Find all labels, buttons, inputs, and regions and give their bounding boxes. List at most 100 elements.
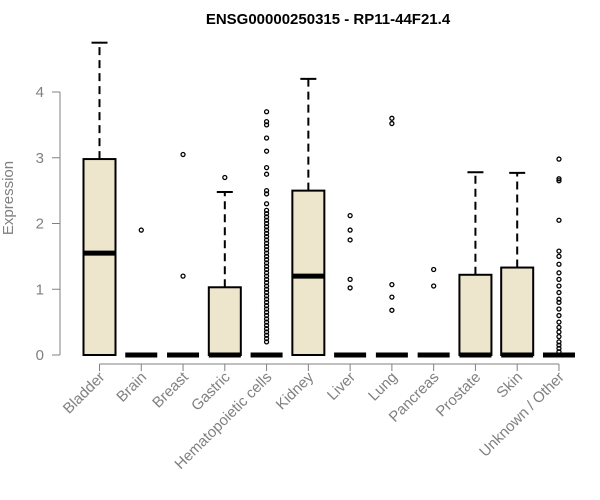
outlier-point — [263, 224, 270, 230]
y-tick-label: 0 — [36, 347, 44, 364]
outlier-point — [263, 312, 270, 319]
outlier-point — [556, 283, 562, 289]
outlier-point — [347, 276, 353, 283]
outlier-point — [263, 332, 270, 338]
x-tick-label: Liver — [324, 369, 359, 404]
outlier-point — [263, 339, 270, 345]
outlier-point — [556, 345, 562, 352]
outlier-point — [556, 178, 562, 184]
outlier-point — [263, 296, 270, 302]
outlier-point — [180, 151, 186, 158]
outlier-point — [431, 283, 437, 289]
outlier-point — [389, 120, 395, 127]
outlier-point — [556, 289, 562, 296]
x-tick-label: Breast — [149, 368, 192, 411]
outlier-point — [556, 217, 562, 223]
outlier-point — [431, 266, 437, 273]
outlier-point — [263, 329, 270, 335]
outlier-point — [556, 306, 562, 312]
outlier-point — [263, 309, 270, 315]
outlier-point — [556, 339, 562, 345]
outlier-point — [556, 296, 562, 302]
outlier-point — [263, 148, 270, 154]
y-tick-label: 3 — [36, 150, 44, 167]
outlier-point — [263, 135, 270, 141]
outlier-point — [556, 299, 562, 306]
outlier-point — [556, 333, 562, 340]
outlier-point — [263, 283, 270, 289]
outlier-point — [263, 201, 270, 207]
outlier-point — [556, 342, 562, 348]
x-tick-label: Brain — [113, 369, 150, 406]
outlier-point — [263, 263, 270, 269]
x-tick-label: Bladder — [60, 369, 109, 418]
outlier-point — [263, 299, 270, 306]
outlier-point — [263, 286, 270, 292]
outlier-point — [263, 109, 270, 115]
outlier-point — [556, 329, 562, 335]
outlier-point — [263, 326, 270, 332]
box-iqr — [207, 286, 242, 356]
outlier-point — [263, 164, 270, 171]
outlier-point — [263, 250, 270, 256]
outlier-point — [263, 227, 270, 233]
outlier-point — [263, 260, 270, 266]
box-iqr — [82, 158, 117, 356]
outlier-point — [347, 227, 353, 233]
outlier-point — [556, 253, 562, 260]
outlier-point — [263, 276, 270, 283]
outlier-point — [389, 281, 395, 288]
outlier-point — [263, 322, 270, 329]
outlier-point — [556, 319, 562, 325]
outlier-point — [263, 306, 270, 312]
outlier-point — [263, 270, 270, 276]
outlier-point — [347, 212, 353, 219]
outlier-point — [556, 248, 562, 254]
box-iqr — [500, 266, 535, 356]
box-iqr — [291, 189, 326, 356]
outlier-point — [263, 273, 270, 279]
outlier-point — [347, 285, 353, 291]
x-tick-label: Kidney — [273, 368, 318, 413]
outlier-point — [263, 240, 270, 246]
outlier-point — [263, 207, 270, 214]
box-group — [82, 41, 575, 358]
outlier-point — [263, 191, 270, 197]
chart-title: ENSG00000250315 - RP11-44F21.4 — [206, 11, 451, 28]
y-tick-label: 2 — [36, 216, 44, 233]
outlier-point — [556, 276, 562, 283]
outlier-point — [263, 220, 270, 227]
outlier-point — [263, 316, 270, 322]
x-tick-label: Lung — [365, 369, 401, 405]
outlier-point — [263, 243, 270, 250]
y-axis: 0 1 2 3 4 — [36, 84, 61, 364]
outlier-point — [556, 349, 562, 355]
outlier-point — [556, 324, 562, 331]
outlier-point — [263, 280, 270, 286]
outlier-point — [556, 270, 562, 276]
outlier-point — [138, 227, 144, 233]
y-tick-label: 4 — [36, 84, 44, 101]
y-tick-label: 1 — [36, 281, 44, 298]
outlier-point — [263, 217, 270, 223]
outlier-point — [263, 253, 270, 260]
outlier-point — [556, 176, 562, 182]
outlier-point — [556, 156, 562, 162]
x-tick-label: Prostate — [433, 369, 485, 421]
outlier-point — [263, 303, 270, 309]
outlier-point — [556, 312, 562, 319]
outlier-point — [347, 237, 353, 243]
outlier-point — [263, 266, 270, 273]
outlier-point — [263, 237, 270, 243]
outlier-point — [222, 174, 228, 181]
outlier-point — [263, 214, 270, 220]
outlier-point — [389, 115, 395, 121]
y-axis-label: Expression — [0, 161, 17, 235]
outlier-point — [263, 293, 270, 299]
outlier-point — [180, 273, 186, 279]
outlier-point — [263, 230, 270, 237]
outlier-point — [389, 307, 395, 313]
outlier-point — [389, 294, 395, 300]
box-iqr — [458, 273, 493, 356]
